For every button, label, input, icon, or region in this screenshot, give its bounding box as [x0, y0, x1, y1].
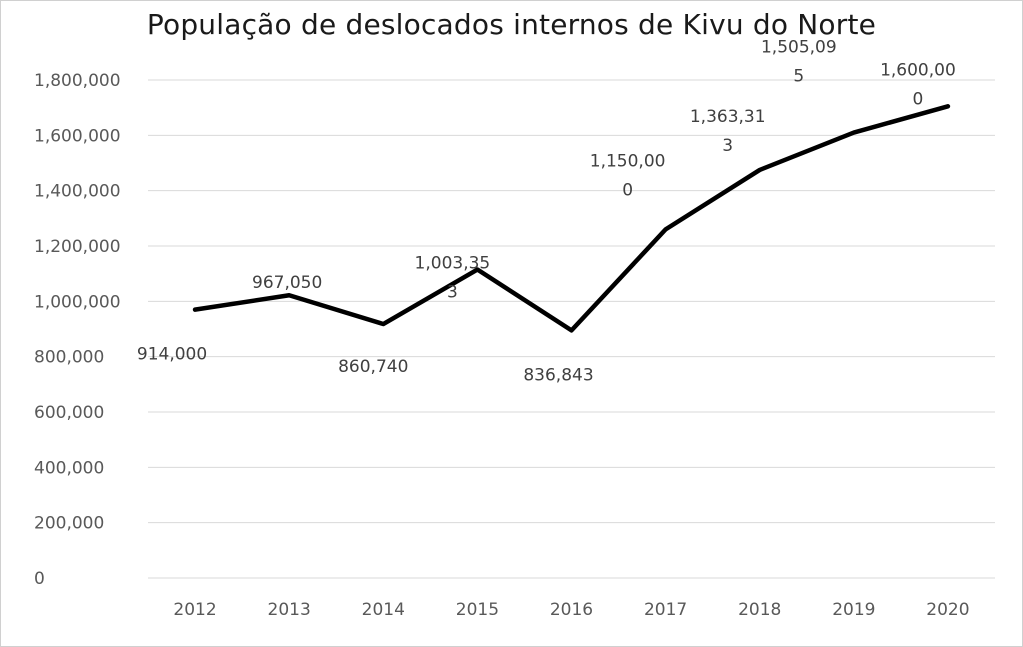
y-axis: 0 200,000 400,000 600,000 800,000 1,000,000 1,… — [34, 71, 121, 589]
data-label: 967,050 — [252, 273, 322, 293]
data-label: 1,150,00 0 — [590, 151, 666, 200]
x-tick-label: 2020 — [926, 600, 969, 620]
data-label: 1,363,31 3 — [690, 107, 766, 156]
y-tick-label: 200,000 — [34, 514, 104, 534]
chart-title: População de deslocados internos de Kivu… — [146, 8, 877, 41]
x-tick-label: 2014 — [362, 600, 405, 620]
x-tick-label: 2016 — [550, 600, 593, 620]
x-tick-label: 2015 — [456, 600, 499, 620]
data-label: 836,843 — [523, 365, 593, 385]
y-tick-label: 1,800,000 — [34, 71, 121, 91]
x-axis: 2012 2013 2014 2015 2016 2017 2018 2019 2020 — [173, 600, 969, 620]
x-tick-label: 2012 — [173, 600, 216, 620]
y-tick-label: 800,000 — [34, 348, 104, 368]
x-tick-label: 2013 — [268, 600, 311, 620]
y-tick-label: 400,000 — [34, 458, 104, 478]
data-label: 1,505,09 5 — [761, 38, 837, 87]
gridlines — [148, 79, 995, 579]
x-tick-label: 2018 — [738, 600, 781, 620]
series-line — [192, 104, 951, 333]
y-tick-label: 1,200,000 — [34, 237, 121, 257]
y-tick-label: 1,400,000 — [34, 182, 121, 202]
y-tick-label: 1,600,000 — [34, 126, 121, 146]
y-tick-label: 600,000 — [34, 403, 104, 423]
data-label: 860,740 — [338, 357, 408, 377]
data-label: 914,000 — [137, 345, 207, 365]
x-tick-label: 2019 — [832, 600, 875, 620]
data-labels: 914,000 967,050 860,740 1,003,35 3 836,843 1,1… — [137, 38, 956, 386]
data-label: 1,003,35 3 — [415, 254, 491, 303]
series-path — [192, 104, 951, 333]
data-label: 1,600,00 0 — [880, 60, 956, 109]
y-tick-label: 1,000,000 — [34, 292, 121, 312]
x-tick-label: 2017 — [644, 600, 687, 620]
y-tick-label: 0 — [34, 569, 45, 589]
